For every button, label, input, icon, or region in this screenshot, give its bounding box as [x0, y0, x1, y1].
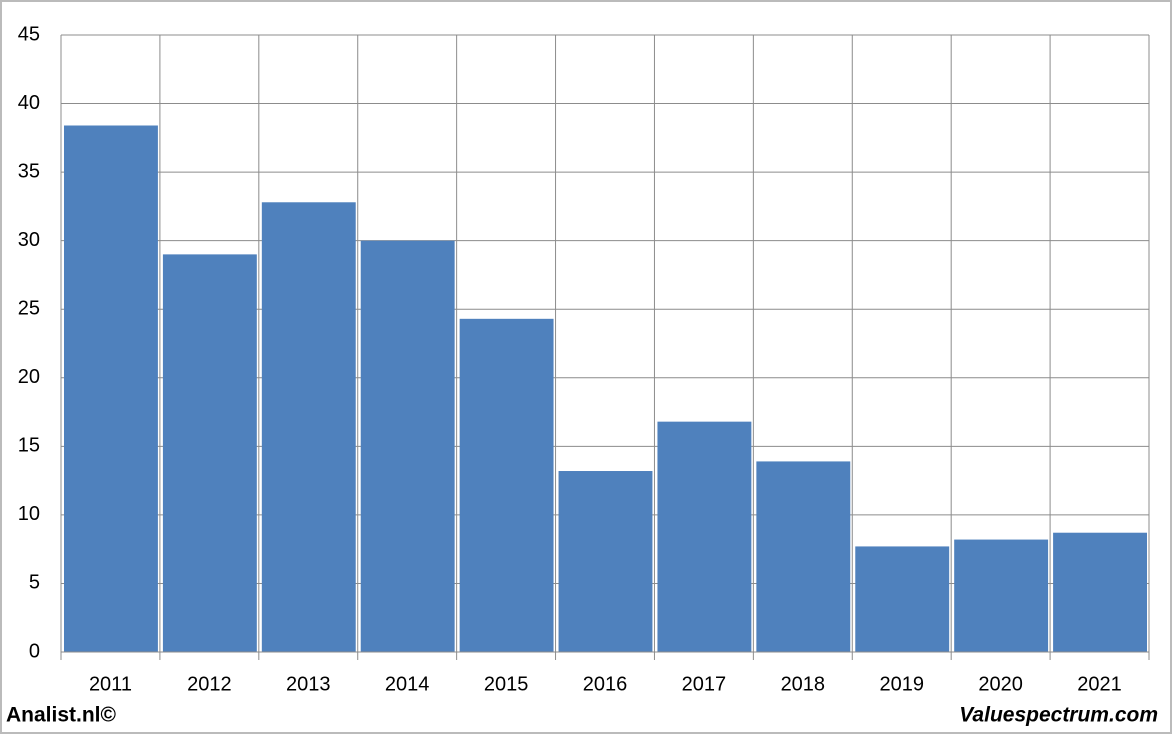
- x-tick-label: 2011: [89, 673, 132, 695]
- x-tick-label: 2016: [583, 673, 628, 695]
- x-tick-label: 2020: [978, 673, 1023, 695]
- bar: [360, 240, 455, 652]
- y-tick-label: 20: [18, 366, 40, 388]
- x-tick-label: 2012: [187, 673, 232, 695]
- bar: [64, 125, 158, 652]
- y-tick-label: 0: [29, 640, 40, 662]
- x-tick-label: 2021: [1077, 673, 1122, 695]
- y-tick-label: 25: [18, 298, 40, 320]
- y-tick-label: 40: [18, 92, 40, 114]
- y-tick-label: 15: [18, 435, 40, 457]
- bar: [558, 471, 653, 652]
- y-tick-label: 30: [18, 229, 40, 251]
- x-tick-label: 2019: [879, 673, 924, 695]
- y-tick-label: 5: [29, 572, 40, 594]
- bar: [459, 318, 554, 652]
- bar: [162, 254, 257, 652]
- x-tick-label: 2018: [781, 673, 826, 695]
- bar: [657, 421, 752, 652]
- x-tick-label: 2014: [385, 673, 430, 695]
- y-tick-label: 10: [18, 503, 40, 525]
- bar: [261, 202, 356, 652]
- x-tick-label: 2013: [286, 673, 331, 695]
- x-tick-label: 2015: [484, 673, 529, 695]
- bar: [855, 546, 950, 652]
- source-right: Valuespectrum.com: [959, 704, 1158, 727]
- bar: [954, 539, 1049, 652]
- y-tick-label: 35: [18, 160, 40, 182]
- x-tick-label: 2017: [682, 673, 727, 695]
- y-tick-label: 45: [18, 23, 40, 45]
- source-left: Analist.nl©: [6, 704, 117, 727]
- bar: [1053, 532, 1147, 652]
- bar: [756, 461, 851, 652]
